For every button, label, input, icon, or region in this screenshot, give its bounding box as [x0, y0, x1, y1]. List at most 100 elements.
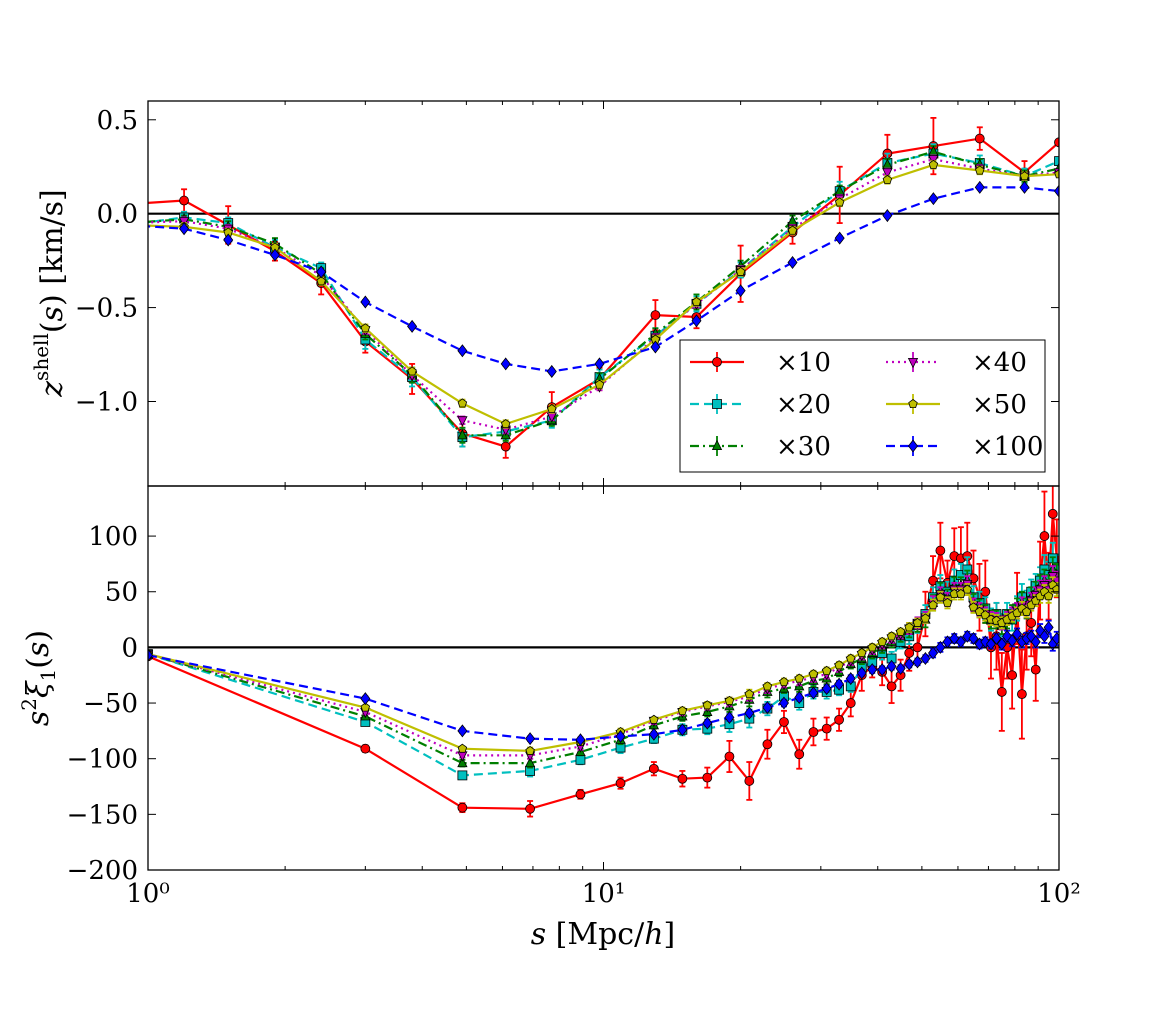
- top-ytick-labels: 0.5 0.0 −0.5 −1.0: [75, 106, 138, 418]
- marker-x100: [991, 631, 1002, 645]
- marker-x50: [962, 584, 973, 594]
- marker-x50: [942, 597, 953, 607]
- marker-x50: [882, 174, 893, 184]
- marker-x50: [691, 296, 702, 306]
- ytick-label: 0.5: [97, 106, 138, 136]
- marker-x100: [1039, 629, 1050, 643]
- legend-label-x30: ×30: [776, 432, 831, 462]
- legend-marker-x10: [712, 357, 722, 367]
- marker-x100: [935, 640, 946, 654]
- ytick-label: 0.0: [97, 200, 138, 230]
- marker-x100: [500, 357, 511, 371]
- marker-x10: [1007, 670, 1018, 681]
- marker-x100: [794, 690, 805, 704]
- marker-x100: [615, 729, 626, 743]
- marker-x100: [316, 265, 327, 279]
- marker-x50: [846, 653, 856, 663]
- marker-x100: [677, 723, 688, 737]
- marker-x100: [407, 319, 418, 333]
- top-panel: 0.5 0.0 −0.5 −1.0 zshell(s) [km/s]: [29, 100, 1060, 487]
- marker-x10: [845, 698, 856, 708]
- marker-x40: [457, 751, 468, 762]
- marker-x50: [794, 673, 805, 683]
- marker-x50: [895, 626, 906, 636]
- ytick-label: −150: [67, 800, 138, 830]
- marker-x10: [1039, 531, 1050, 541]
- series-line-x20: [148, 152, 1059, 439]
- marker-x50: [525, 745, 535, 755]
- marker-x100: [928, 192, 939, 206]
- marker-x10: [821, 723, 832, 734]
- series-x10: [148, 486, 1059, 818]
- marker-x10: [974, 133, 985, 144]
- marker-x50: [808, 669, 819, 679]
- ytick-label: 50: [105, 578, 138, 608]
- marker-x50: [779, 676, 789, 686]
- series-x100: [148, 180, 1059, 378]
- marker-x100: [360, 692, 371, 706]
- marker-x10: [1054, 137, 1059, 148]
- series-line-x40: [148, 158, 1059, 431]
- marker-x100: [648, 727, 659, 741]
- marker-x100: [928, 646, 939, 660]
- legend-entry-x40: ×40: [886, 348, 1027, 378]
- series-x50: [148, 159, 1059, 429]
- marker-x50: [904, 622, 914, 632]
- ytick-label: −0.5: [75, 294, 138, 324]
- marker-x50: [762, 681, 773, 691]
- marker-x10: [615, 778, 626, 789]
- marker-x50: [968, 602, 979, 612]
- marker-x50: [867, 642, 877, 652]
- marker-x100: [360, 295, 371, 309]
- marker-x100: [1051, 631, 1059, 645]
- marker-x100: [457, 344, 468, 358]
- marker-x100: [179, 222, 190, 236]
- marker-x50: [886, 631, 897, 641]
- marker-x100: [895, 662, 906, 676]
- marker-x30: [457, 756, 468, 768]
- marker-x10: [808, 727, 819, 737]
- bottom-ytick-labels: 100 50 0 −50 −100 −150 −200: [67, 522, 138, 886]
- marker-x10: [886, 681, 897, 692]
- ytick-label: −100: [67, 745, 138, 775]
- legend: ×10 ×20 ×30 ×40 ×50 ×100: [679, 339, 1046, 473]
- marker-x100: [1019, 180, 1030, 194]
- bottom-frame: [147, 485, 1060, 871]
- marker-x100: [269, 248, 280, 262]
- marker-x50: [1021, 606, 1032, 616]
- marker-x100: [778, 696, 789, 710]
- marker-x10: [360, 743, 371, 754]
- marker-x100: [985, 637, 996, 651]
- marker-x50: [744, 689, 755, 699]
- marker-x100: [575, 733, 586, 747]
- marker-x100: [867, 663, 878, 677]
- marker-x10: [935, 545, 946, 556]
- marker-x100: [762, 700, 773, 715]
- series-x100: [148, 619, 1059, 747]
- ytick-label: −200: [67, 856, 138, 886]
- series-x40: [148, 565, 1059, 762]
- marker-x50: [1054, 169, 1059, 179]
- marker-x10: [575, 789, 586, 800]
- marker-x50: [724, 695, 735, 705]
- marker-x10: [650, 310, 661, 320]
- marker-x30: [457, 428, 468, 440]
- marker-x100: [650, 340, 661, 354]
- marker-x100: [834, 677, 845, 691]
- marker-x100: [735, 284, 746, 298]
- marker-x10: [1017, 689, 1027, 700]
- legend-label-x10: ×10: [776, 348, 831, 378]
- marker-x30: [787, 214, 798, 226]
- marker-x50: [360, 323, 371, 333]
- marker-x50: [1019, 171, 1030, 181]
- marker-x50: [928, 600, 938, 610]
- legend-marker-x20: [712, 399, 722, 409]
- bottom-xlabel: s [Mpc/h]: [531, 917, 676, 952]
- marker-x50: [547, 404, 557, 414]
- marker-x100: [1007, 634, 1018, 648]
- marker-x10: [724, 751, 735, 762]
- legend-entry-x100: ×100: [886, 432, 1043, 462]
- marker-x50: [920, 613, 931, 623]
- bottom-xtick-labels: 10⁰ 10¹ 10²: [126, 879, 1081, 909]
- marker-x10: [779, 717, 789, 727]
